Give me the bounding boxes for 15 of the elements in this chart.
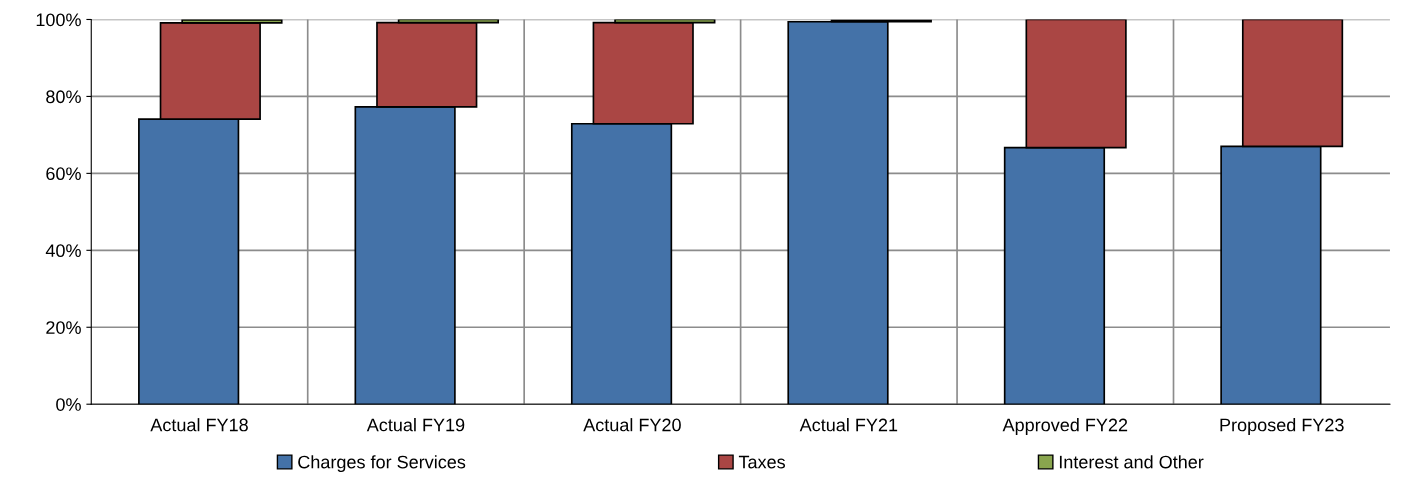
legend-label: Interest and Other: [1059, 455, 1204, 469]
y-tick-label: 60%: [46, 167, 81, 181]
y-tick-label: 100%: [36, 13, 81, 27]
x-tick-label: Actual FY18: [150, 418, 248, 432]
x-tick-label: Proposed FY23: [1220, 418, 1344, 435]
y-tick-label: 20%: [46, 321, 81, 334]
x-tick-label: Actual FY21: [799, 418, 898, 432]
x-tick-label: Approved FY22: [1002, 418, 1128, 435]
x-tick-label: Actual FY19: [366, 418, 465, 432]
x-tick-label: Actual FY20: [583, 418, 681, 432]
legend-label: Taxes: [738, 455, 785, 469]
y-tick-label: 80%: [46, 90, 81, 104]
y-tick-label: 40%: [45, 244, 81, 258]
y-tick-label: 0%: [56, 398, 81, 411]
legend-label: Charges for Services: [298, 455, 466, 473]
